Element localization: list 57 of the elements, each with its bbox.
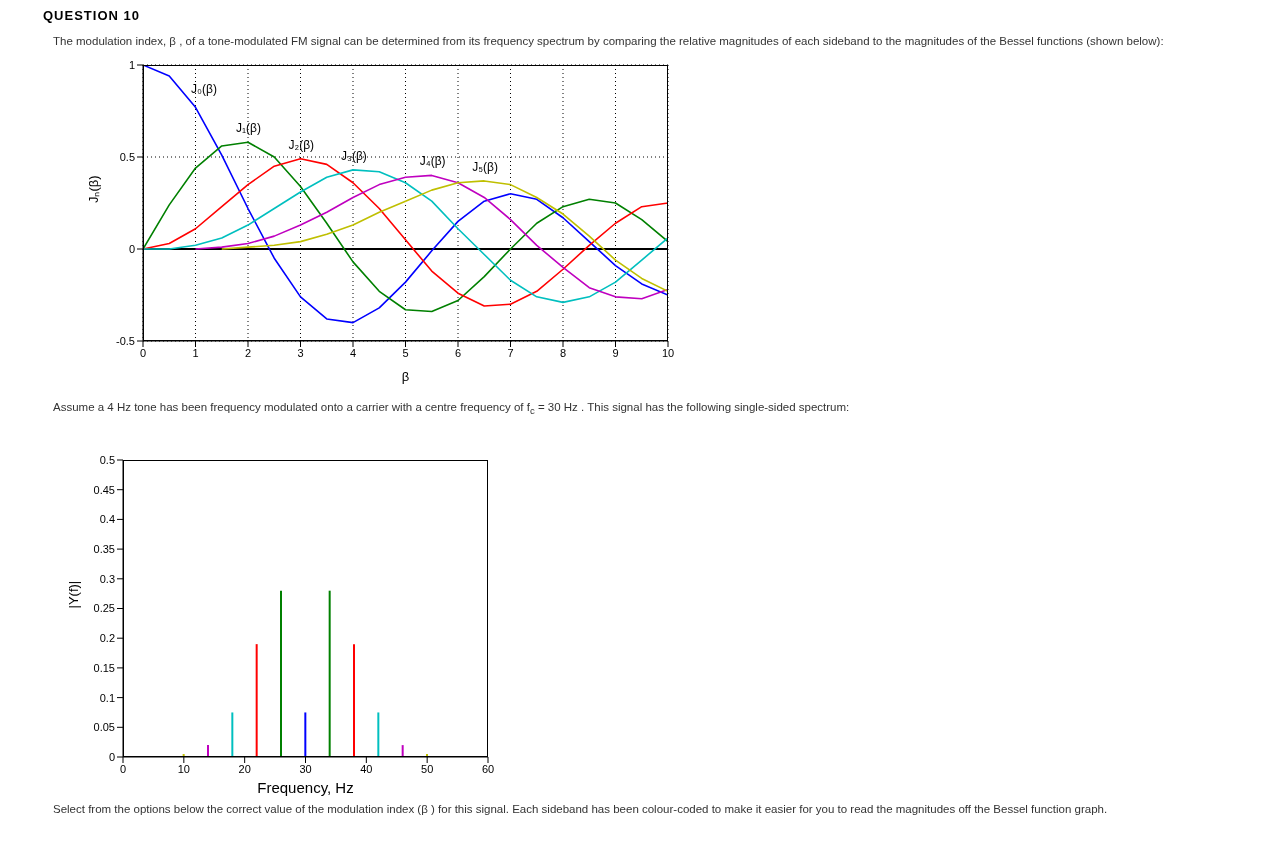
y-axis-title: Jₙ(β) [85, 175, 101, 203]
chart-title: QUESTION 10 [43, 8, 141, 23]
y-tick-label: 0.2 [99, 632, 115, 645]
x-tick-label: 60 [481, 763, 495, 776]
y-tick-label: 0.25 [93, 602, 115, 615]
y-tick-label: 0 [108, 751, 115, 764]
series-label: J₀(β) [191, 82, 217, 96]
x-axis-title: β [401, 369, 410, 384]
series-label: J₁(β) [236, 121, 261, 136]
text: Select from the options below the correct value of the modulation index (β ) for this signal. Each sideband has been colour-coded to make it easier for you to read the magnitudes off the Bessel function graph. [53, 803, 1109, 816]
bar [255, 644, 258, 758]
y-tick-label: 0.4 [99, 513, 115, 526]
y-tick-label: -0.5 [116, 334, 135, 347]
x-tick-label: 2 [244, 346, 252, 359]
series-label: J₅(β) [472, 159, 498, 174]
series-label: J₄(β) [419, 154, 446, 169]
x-tick-label: 50 [421, 763, 434, 776]
series-label: J₃(β) [341, 148, 367, 163]
y-axis-title: |Y(f)| [65, 581, 81, 609]
y-tick-label: 1 [128, 58, 135, 71]
x-axis-title: Frequency, Hz [257, 779, 354, 797]
x-tick-label: 40 [360, 763, 373, 776]
y-tick-label: 0.3 [99, 573, 115, 585]
x-tick-label: 6 [454, 346, 462, 359]
x-tick-label: 30 [299, 763, 312, 776]
y-tick-label: 0.5 [99, 454, 115, 467]
y-tick-label: 0.5 [119, 150, 135, 163]
x-tick-label: 1 [192, 346, 199, 359]
bar [280, 590, 282, 758]
x-tick-label: 10 [177, 763, 190, 776]
line-series [194, 174, 668, 300]
y-tick-label: 0 [128, 242, 135, 255]
x-tick-label: 8 [559, 346, 567, 359]
chart-subtitle: Assume a 4 Hz tone has been frequency modulated onto a carrier with a centre frequency of f$_{c}$ = 30 Hz . This signal has the following single-sided spectrum: [53, 401, 851, 417]
bar [328, 590, 331, 758]
series-label: J₂(β) [288, 137, 315, 152]
bar [377, 712, 380, 758]
bar [207, 745, 209, 758]
line-series [220, 180, 668, 293]
y-tick-label: 0.05 [93, 721, 115, 734]
x-tick-label: 10 [661, 346, 675, 359]
x-tick-label: 9 [612, 346, 619, 359]
x-tick-label: 5 [402, 346, 409, 359]
chart-subtitle: The modulation index, β , of a tone-modulated FM signal can be determined from its frequency spectrum by comparing the relative magnitudes of each sideband to the magnitudes of the Bessel functions (shown below): [53, 35, 1165, 47]
bar [231, 712, 234, 758]
x-tick-label: 7 [507, 346, 514, 359]
x-tick-label: 4 [349, 346, 357, 359]
y-tick-label: 0.35 [93, 543, 115, 556]
y-tick-label: 0.1 [99, 691, 115, 704]
bar [401, 745, 404, 758]
bar [353, 644, 355, 758]
y-tick-label: 0.45 [93, 483, 115, 496]
y-tick-label: 0.15 [93, 662, 115, 675]
bar [304, 712, 307, 758]
x-tick-label: 0 [139, 346, 147, 359]
x-tick-label: 20 [238, 763, 251, 776]
x-tick-label: 3 [297, 346, 304, 359]
